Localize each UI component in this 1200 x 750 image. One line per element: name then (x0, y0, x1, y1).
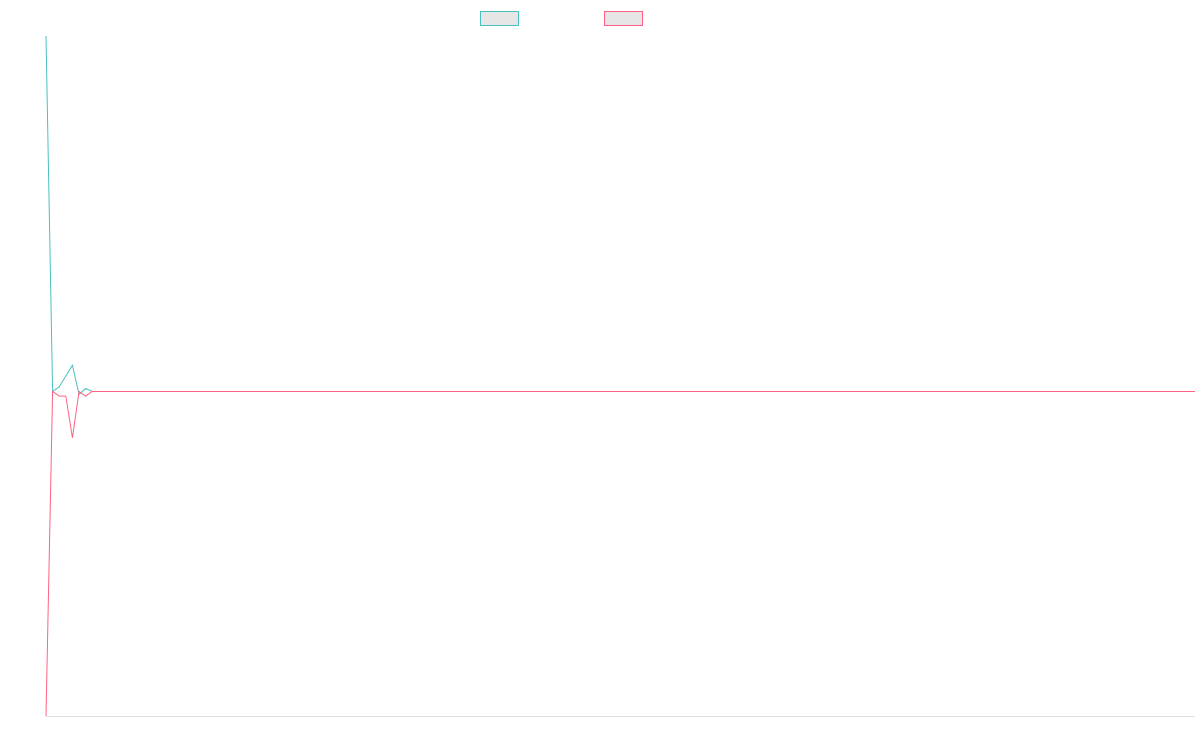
series-group (45, 35, 1195, 717)
legend-swatch-series-2[interactable] (604, 10, 643, 26)
series-line-1 (45, 35, 1195, 396)
legend-item-series-2[interactable] (604, 9, 649, 27)
legend[interactable] (0, 9, 1200, 27)
series-line-2 (45, 390, 1195, 717)
legend-item-series-1[interactable] (480, 9, 525, 27)
legend-swatch-series-1[interactable] (480, 10, 519, 26)
